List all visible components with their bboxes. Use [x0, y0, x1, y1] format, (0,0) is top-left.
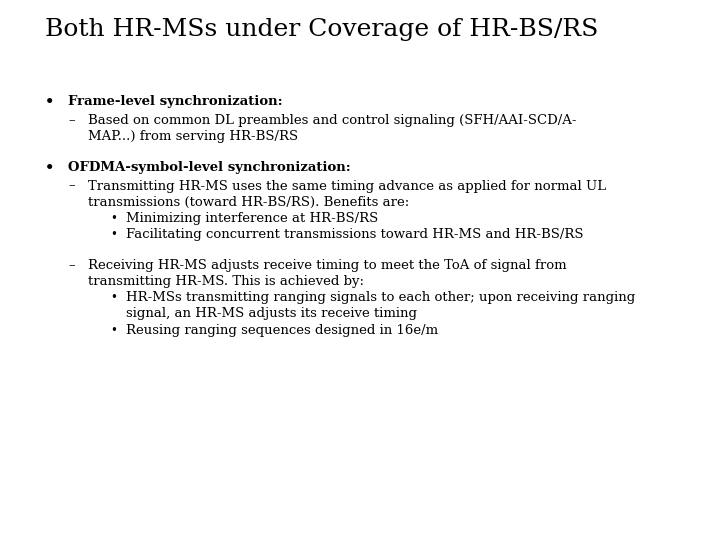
Text: Minimizing interference at HR-BS/RS: Minimizing interference at HR-BS/RS [126, 212, 378, 225]
Text: –: – [68, 259, 75, 272]
Text: Reusing ranging sequences designed in 16e/m: Reusing ranging sequences designed in 16… [126, 323, 438, 336]
Text: Receiving HR-MS adjusts receive timing to meet the ToA of signal from: Receiving HR-MS adjusts receive timing t… [88, 259, 567, 272]
Text: Facilitating concurrent transmissions toward HR-MS and HR-BS/RS: Facilitating concurrent transmissions to… [126, 228, 583, 241]
Text: Both HR-MSs under Coverage of HR-BS/RS: Both HR-MSs under Coverage of HR-BS/RS [45, 18, 598, 41]
Text: –: – [68, 114, 75, 127]
Text: MAP...) from serving HR-BS/RS: MAP...) from serving HR-BS/RS [88, 130, 298, 143]
Text: •: • [110, 212, 117, 225]
Text: transmissions (toward HR-BS/RS). Benefits are:: transmissions (toward HR-BS/RS). Benefit… [88, 195, 409, 208]
Text: •: • [110, 291, 117, 305]
Text: OFDMA-symbol-level synchronization:: OFDMA-symbol-level synchronization: [68, 161, 351, 174]
Text: •: • [110, 323, 117, 336]
Text: HR-MSs transmitting ranging signals to each other; upon receiving ranging: HR-MSs transmitting ranging signals to e… [126, 291, 635, 305]
Text: Frame-level synchronization:: Frame-level synchronization: [68, 95, 283, 108]
Text: Based on common DL preambles and control signaling (SFH/AAI-SCD/A-: Based on common DL preambles and control… [88, 114, 577, 127]
Text: •: • [110, 228, 117, 241]
Text: •: • [45, 161, 55, 175]
Text: signal, an HR-MS adjusts its receive timing: signal, an HR-MS adjusts its receive tim… [126, 307, 417, 320]
Text: transmitting HR-MS. This is achieved by:: transmitting HR-MS. This is achieved by: [88, 275, 364, 288]
Text: –: – [68, 179, 75, 193]
Text: Transmitting HR-MS uses the same timing advance as applied for normal UL: Transmitting HR-MS uses the same timing … [88, 179, 606, 193]
Text: •: • [45, 95, 55, 109]
